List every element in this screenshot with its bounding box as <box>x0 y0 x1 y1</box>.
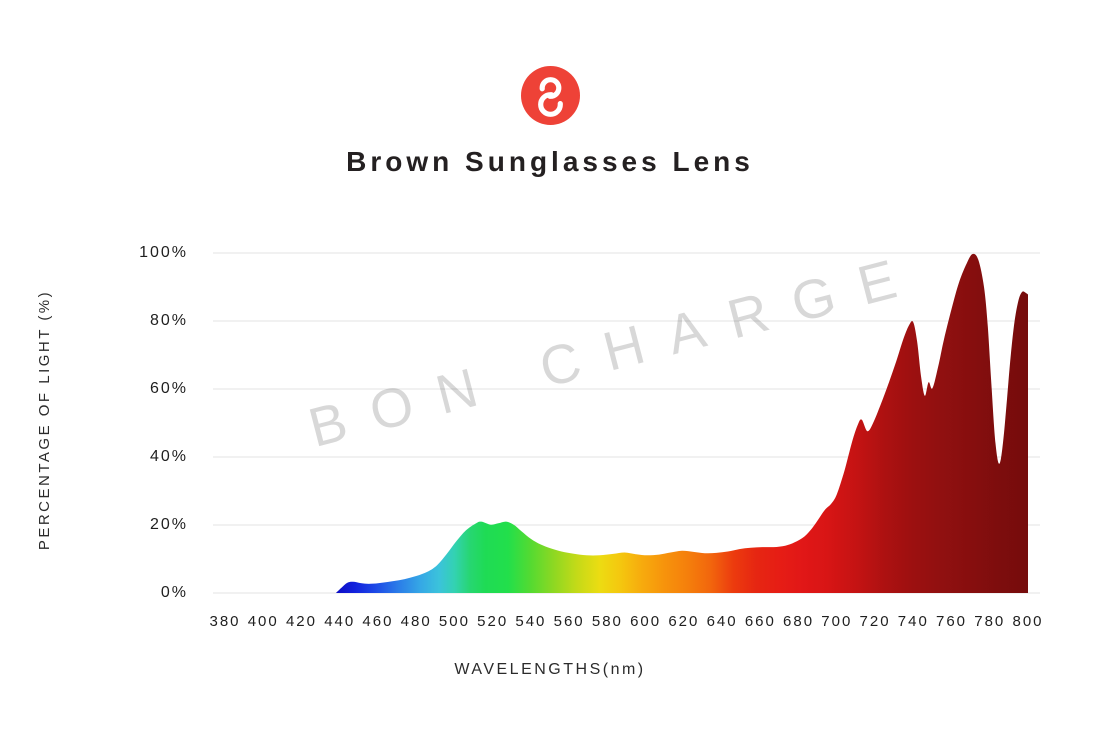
x-tick-label: 520 <box>477 613 509 630</box>
y-tick-label: 20% <box>149 516 188 533</box>
x-tick-label: 660 <box>744 613 776 630</box>
x-tick-label: 680 <box>783 613 815 630</box>
x-tick-label: 440 <box>324 613 356 630</box>
x-tick-label: 780 <box>974 613 1006 630</box>
bon-charge-logo-icon <box>521 66 580 125</box>
x-tick-label: 740 <box>897 613 929 630</box>
transmission-area-series <box>335 253 1028 593</box>
x-tick-label: 460 <box>362 613 394 630</box>
x-tick-label: 400 <box>247 613 279 630</box>
x-tick-label: 560 <box>553 613 585 630</box>
x-tick-label: 800 <box>1012 613 1044 630</box>
x-tick-label: 700 <box>821 613 853 630</box>
x-tick-label: 380 <box>209 613 241 630</box>
x-tick-label: 720 <box>859 613 891 630</box>
y-tick-label: 40% <box>149 448 188 465</box>
x-tick-label: 760 <box>936 613 968 630</box>
x-tick-label: 540 <box>515 613 547 630</box>
x-tick-label: 420 <box>285 613 317 630</box>
x-tick-label: 620 <box>668 613 700 630</box>
y-tick-label: 0% <box>160 584 188 601</box>
chart-title: Brown Sunglasses Lens <box>346 146 754 177</box>
x-tick-label: 640 <box>706 613 738 630</box>
bon-charge-logo <box>521 66 580 125</box>
x-axis-title: WAVELENGTHS(nm) <box>454 661 646 678</box>
y-tick-label: 100% <box>139 244 188 261</box>
x-tick-label: 480 <box>400 613 432 630</box>
y-tick-label: 80% <box>149 312 188 329</box>
x-tick-label: 500 <box>438 613 470 630</box>
x-tick-label: 600 <box>630 613 662 630</box>
x-tick-label: 580 <box>591 613 623 630</box>
y-axis-title: PERCENTAGE OF LIGHT (%) <box>36 289 53 551</box>
y-tick-label: 60% <box>149 380 188 397</box>
